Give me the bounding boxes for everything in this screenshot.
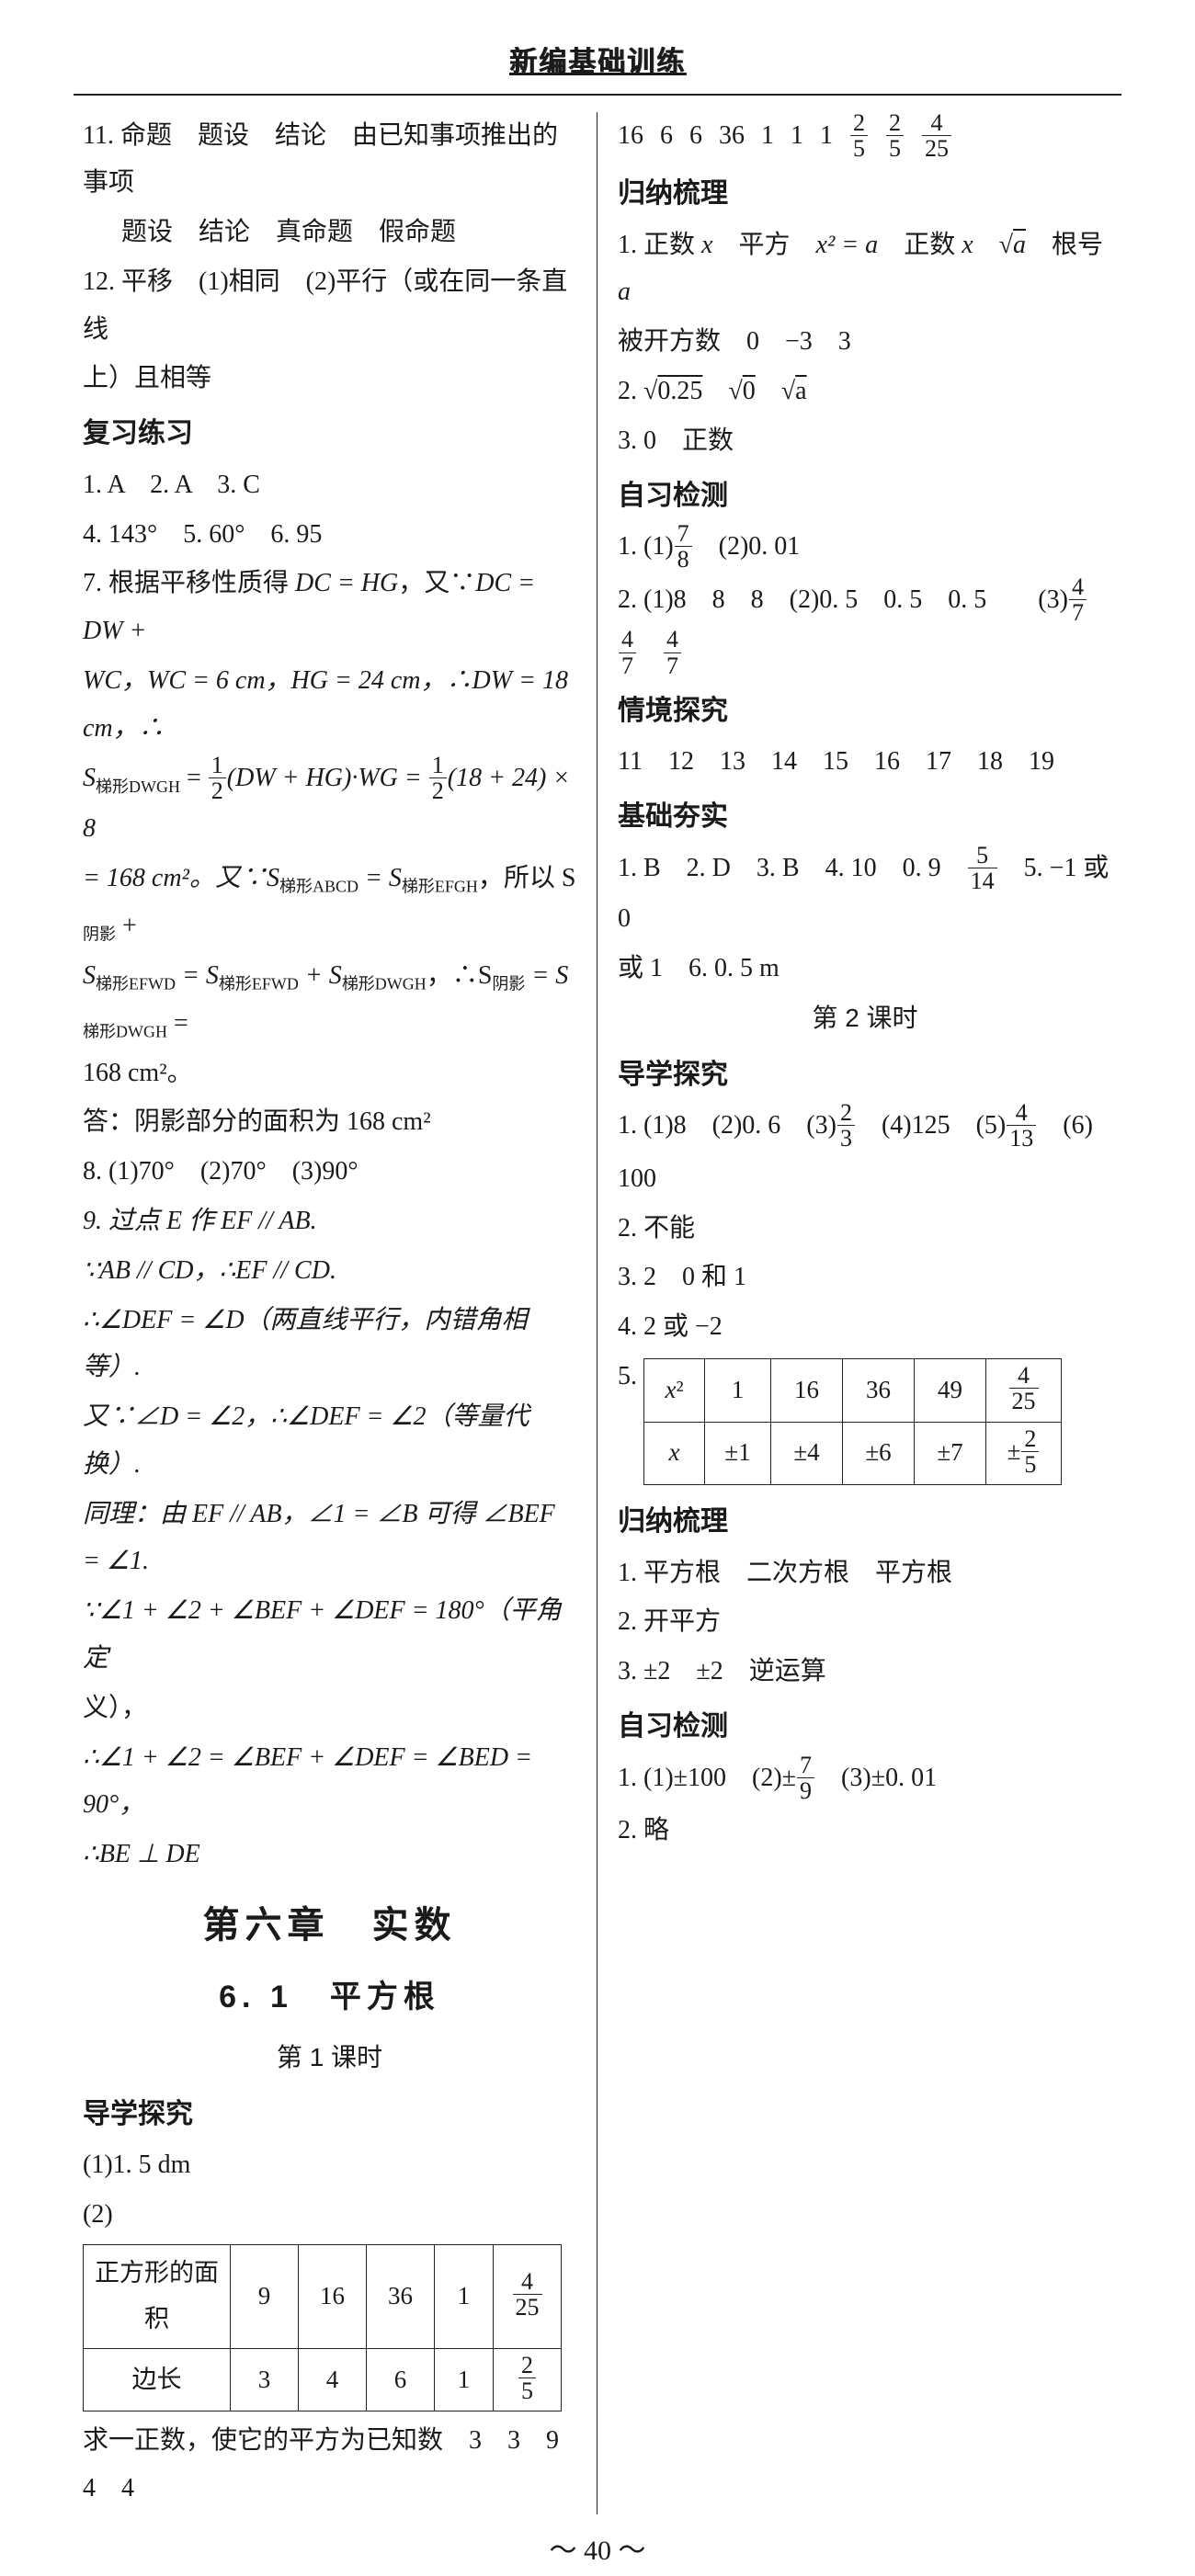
qj-values: 11 12 13 14 15 16 17 18 19 <box>618 738 1112 786</box>
review-7c: S梯形DWGH = 12(DW + HG)·WG = 12(18 + 24) ×… <box>83 755 576 853</box>
header-rule <box>74 94 1121 96</box>
d2-3: 3. 2 0 和 1 <box>618 1254 1112 1301</box>
d2-5-label: 5. <box>618 1353 643 1401</box>
g3: 2. √0.25 √0 √a <box>618 368 1112 415</box>
review-7g: 答：阴影部分的面积为 168 cm² <box>83 1098 576 1146</box>
g1: 1. 正数 x 平方 x² = a 正数 x √a 根号 a <box>618 221 1112 317</box>
item-11b: 题设 结论 真命题 假命题 <box>83 209 576 256</box>
review-7f: 168 cm²。 <box>83 1050 576 1097</box>
table-x2-x: x²1163649425x±1±4±6±7±25 <box>643 1358 1062 1485</box>
review-9h: ∴∠1 + ∠2 = ∠BEF + ∠DEF = ∠BED = 90°， <box>83 1734 576 1830</box>
chapter-title: 第六章 实数 <box>83 1891 576 1959</box>
jc1: 1. B 2. D 3. B 4. 10 0. 9 514 5. −1 或 0 <box>618 845 1112 943</box>
context-explore-heading: 情境探究 <box>618 686 1112 737</box>
item-12a: 12. 平移 (1)相同 (2)平行（或在同一条直线 <box>83 258 576 354</box>
d2-5-row: 5. x²1163649425x±1±4±6±7±25 <box>618 1353 1112 1491</box>
left-last-line: 求一正数，使它的平方为已知数 3 3 9 4 4 <box>83 2417 576 2513</box>
foundation-heading: 基础夯实 <box>618 791 1112 843</box>
review-1: 1. A 2. A 3. C <box>83 461 576 509</box>
section-title: 6. 1 平方根 <box>83 1969 576 2026</box>
guide-explore-heading: 导学探究 <box>83 2089 576 2140</box>
jc2: 或 1 6. 0. 5 m <box>618 945 1112 993</box>
z2b: 47 47 <box>618 629 1112 680</box>
zx2-1: 1. (1)±100 (2)±79 (3)±0. 01 <box>618 1754 1112 1806</box>
table-square-side: 正方形的面积916361425边长346125 <box>83 2244 562 2411</box>
guide-explore-heading-2: 导学探究 <box>618 1050 1112 1101</box>
right-column: 1666361112525425 归纳梳理 1. 正数 x 平方 x² = a … <box>598 112 1121 2514</box>
d2-2: 2. 不能 <box>618 1205 1112 1253</box>
review-7d: = 168 cm²。又∵S梯形ABCD = S梯形EFGH，所以 S阴影 + <box>83 855 576 950</box>
right-top-line: 1666361112525425 <box>618 112 1112 164</box>
gn2-1: 1. 平方根 二次方根 平方根 <box>618 1549 1112 1597</box>
g2: 被开方数 0 −3 3 <box>618 318 1112 366</box>
selftest-heading-1: 自习检测 <box>618 471 1112 522</box>
review-9d: 又∵∠D = ∠2，∴∠DEF = ∠2（等量代换）. <box>83 1393 576 1489</box>
gn2-3: 3. ±2 ±2 逆运算 <box>618 1648 1112 1696</box>
summary-heading-1: 归纳梳理 <box>618 168 1112 220</box>
item-11a: 11. 命题 题设 结论 由已知事项推出的事项 <box>83 112 576 208</box>
lesson-2-title: 第 2 课时 <box>618 994 1112 1042</box>
review-7a: 7. 根据平移性质得 DC = HG，又∵DC = DW + <box>83 560 576 655</box>
review-7e: S梯形EFWD = S梯形EFWD + S梯形DWGH，∴S阴影 = S梯形DW… <box>83 952 576 1048</box>
review-9e: 同理：由 EF // AB，∠1 = ∠B 可得 ∠BEF = ∠1. <box>83 1491 576 1586</box>
dx-1: (1)1. 5 dm <box>83 2141 576 2189</box>
review-4: 4. 143° 5. 60° 6. 95 <box>83 511 576 559</box>
page-number: ～ 40 ～ <box>74 2525 1121 2576</box>
gn2-2: 2. 开平方 <box>618 1598 1112 1646</box>
review-7b: WC，WC = 6 cm，HG = 24 cm，∴DW = 18 cm，∴ <box>83 657 576 753</box>
page-header-title: 新编基础训练 <box>74 37 1121 88</box>
lesson-1-title: 第 1 课时 <box>83 2034 576 2082</box>
two-column-layout: 11. 命题 题设 结论 由已知事项推出的事项 题设 结论 真命题 假命题 12… <box>74 112 1121 2514</box>
item-12b: 上）且相等 <box>83 355 576 403</box>
review-9c: ∴∠DEF = ∠D（两直线平行，内错角相等）. <box>83 1297 576 1392</box>
summary-heading-2: 归纳梳理 <box>618 1496 1112 1548</box>
review-9f: ∵∠1 + ∠2 + ∠BEF + ∠DEF = 180°（平角定 <box>83 1587 576 1683</box>
zx2-2: 2. 略 <box>618 1807 1112 1855</box>
dx-2: (2) <box>83 2191 576 2239</box>
review-heading: 复习练习 <box>83 408 576 460</box>
g4: 3. 0 正数 <box>618 417 1112 465</box>
review-9a: 9. 过点 E 作 EF // AB. <box>83 1197 576 1245</box>
review-9b: ∵AB // CD，∴EF // CD. <box>83 1247 576 1295</box>
d2-1d: 100 <box>618 1155 1112 1203</box>
z2a: 2. (1)8 8 8 (2)0. 5 0. 5 0. 5 (3)47 <box>618 576 1112 628</box>
review-8: 8. (1)70° (2)70° (3)90° <box>83 1148 576 1196</box>
z1: 1. (1)78 (2)0. 01 <box>618 523 1112 574</box>
d2-4: 4. 2 或 −2 <box>618 1303 1112 1351</box>
review-9g: 义）， <box>83 1685 576 1732</box>
review-9i: ∴BE ⊥ DE <box>83 1831 576 1878</box>
left-column: 11. 命题 题设 结论 由已知事项推出的事项 题设 结论 真命题 假命题 12… <box>74 112 598 2514</box>
selftest-heading-2: 自习检测 <box>618 1701 1112 1753</box>
d2-1: 1. (1)8 (2)0. 6 (3)23 (4)125 (5)413 (6) <box>618 1102 1112 1153</box>
